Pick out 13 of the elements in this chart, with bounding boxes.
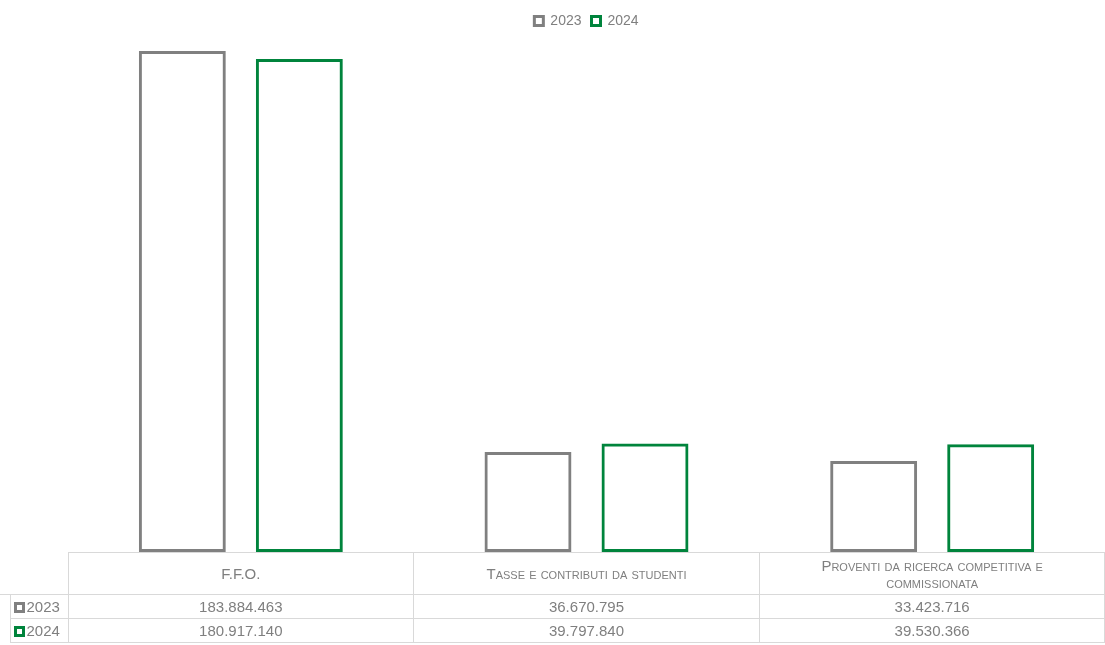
legend-label: 2024	[607, 11, 639, 28]
data-label: 183.884.463	[68, 594, 414, 619]
data-label: 39.797.840	[413, 618, 760, 643]
data-label: 36.670.795	[413, 594, 760, 619]
data-label: 39.530.366	[759, 618, 1105, 643]
x-tick-label: Proventi da ricerca competitiva e commissionata	[759, 552, 1105, 595]
text: 2024	[26, 622, 60, 639]
data-label: 180.917.140	[68, 618, 414, 643]
data-label: 33.423.716	[759, 594, 1105, 619]
x-tick-label: Tasse e contributi da studenti	[413, 552, 760, 595]
x-tick-label: F.F.O.	[68, 552, 414, 595]
text: 2023	[26, 598, 60, 615]
legend-label: 2023	[550, 11, 582, 28]
